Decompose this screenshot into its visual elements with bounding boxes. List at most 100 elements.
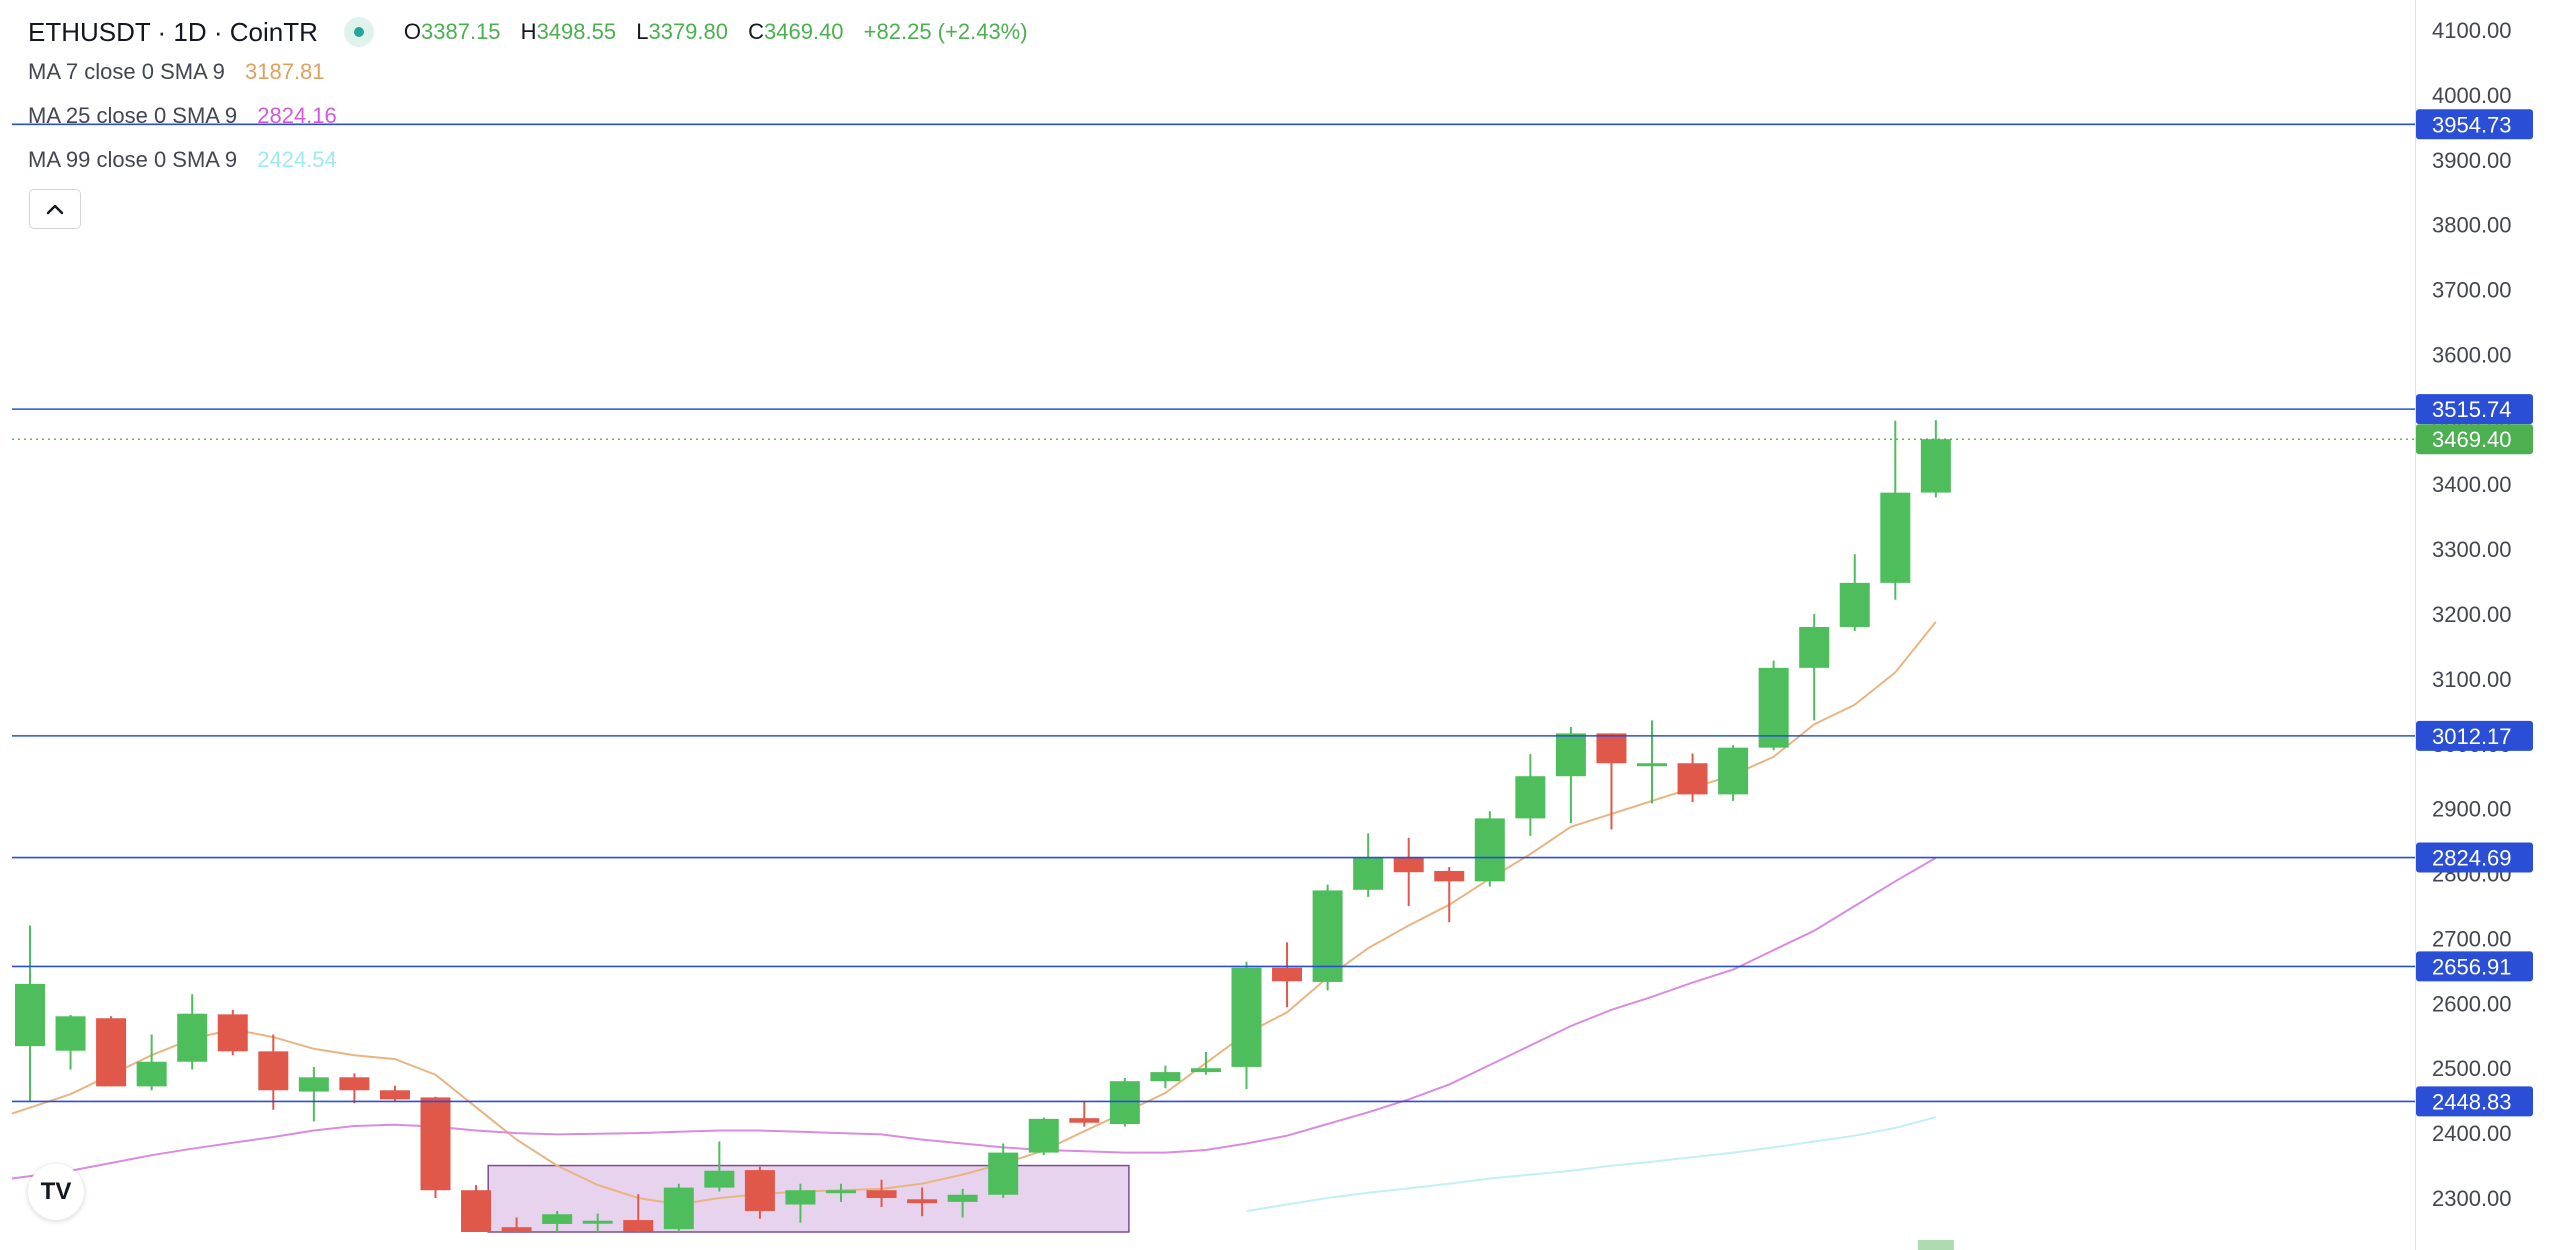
- close-value: 3469.40: [764, 19, 844, 44]
- candle: [1596, 733, 1627, 830]
- candle-body: [1312, 890, 1343, 982]
- last-price-badge: 3469.40: [2416, 424, 2533, 455]
- candle-body: [55, 1016, 86, 1051]
- candle: [1312, 884, 1343, 991]
- close-label: C: [748, 19, 765, 44]
- candle: [1272, 942, 1303, 1008]
- ma25-line: [11, 857, 1937, 1180]
- high-value: 3498.55: [536, 19, 617, 44]
- y-tick-label: 3200.00: [2432, 602, 2512, 627]
- y-tick-label: 2500.00: [2432, 1056, 2512, 1081]
- ma7-label: MA 7 close 0 SMA 9: [28, 59, 225, 84]
- symbol-title[interactable]: ETHUSDT · 1D · CoinTR: [28, 17, 318, 47]
- candle-body: [1150, 1072, 1181, 1082]
- candle: [785, 1183, 816, 1223]
- candle-body: [866, 1190, 897, 1198]
- ma99-label: MA 99 close 0 SMA 9: [28, 147, 238, 172]
- legend-title-row: ETHUSDT · 1D · CoinTR O3387.15 H3498.55 …: [28, 14, 1042, 50]
- candle: [1231, 961, 1262, 1089]
- candle: [1150, 1065, 1181, 1089]
- candle-body: [258, 1051, 289, 1091]
- horizontal-lines-group: [12, 123, 2415, 1103]
- candle-body: [1555, 733, 1586, 777]
- y-tick-label: 2900.00: [2432, 797, 2512, 822]
- hline-price-badge-label: 2656.91: [2432, 954, 2512, 979]
- candle: [1799, 614, 1830, 721]
- hline-price-badge-bg: [2416, 720, 2533, 751]
- candle: [1758, 660, 1789, 751]
- candle-body: [542, 1214, 573, 1224]
- y-tick-label: 3900.00: [2432, 148, 2512, 173]
- y-tick-label: 2300.00: [2432, 1186, 2512, 1211]
- candle: [1677, 753, 1708, 803]
- candle: [96, 1016, 127, 1087]
- candle: [1434, 867, 1465, 923]
- candle-body: [988, 1152, 1019, 1195]
- candle-body: [785, 1190, 816, 1205]
- hline-price-badge: 3515.74: [2416, 394, 2533, 425]
- candle: [988, 1143, 1019, 1198]
- ma7-legend-row[interactable]: MA 7 close 0 SMA 9 3187.81: [28, 50, 1042, 94]
- ma7-line: [11, 621, 1937, 1206]
- chart-legend: ETHUSDT · 1D · CoinTR O3387.15 H3498.55 …: [28, 14, 1042, 182]
- candle-body: [1799, 626, 1830, 668]
- candle-body: [96, 1018, 127, 1087]
- candle: [1028, 1117, 1059, 1156]
- hline-price-badge-bg: [2416, 1086, 2533, 1117]
- last-price-badge-label: 3469.40: [2432, 427, 2512, 452]
- candle: [744, 1166, 775, 1219]
- candle: [298, 1066, 329, 1122]
- candle-body: [1718, 747, 1749, 795]
- ma7-value: 3187.81: [245, 59, 325, 84]
- candle: [15, 925, 45, 1102]
- candle-body: [1637, 763, 1667, 767]
- candle: [826, 1183, 856, 1202]
- candle-body: [947, 1194, 978, 1202]
- change-value: +82.25 (+2.43%): [863, 19, 1028, 44]
- candle: [582, 1213, 613, 1232]
- candle: [704, 1141, 735, 1192]
- hline-price-badge: 2824.69: [2416, 842, 2533, 873]
- candle-body: [1393, 857, 1424, 873]
- candle: [1069, 1100, 1100, 1127]
- candle-body: [1758, 667, 1789, 748]
- candle-body: [1434, 870, 1465, 882]
- tradingview-logo[interactable]: TV: [28, 1164, 84, 1220]
- hline-price-badge-label: 2824.69: [2432, 846, 2512, 871]
- candle: [1839, 554, 1870, 631]
- ma99-legend-row[interactable]: MA 99 close 0 SMA 9 2424.54: [28, 138, 1042, 182]
- ma99-value: 2424.54: [257, 147, 337, 172]
- candle: [420, 1096, 451, 1198]
- collapse-legend-button[interactable]: [29, 189, 81, 229]
- candle-body: [1272, 967, 1303, 982]
- hline-price-badge: 2656.91: [2416, 951, 2533, 982]
- candle: [947, 1188, 978, 1218]
- candle-body: [663, 1187, 694, 1230]
- candle-body: [1839, 582, 1870, 627]
- ma25-legend-row[interactable]: MA 25 close 0 SMA 9 2824.16: [28, 94, 1042, 138]
- price-axis[interactable]: 2300.002400.002500.002600.002700.002800.…: [2432, 18, 2512, 1211]
- y-tick-label: 4000.00: [2432, 83, 2512, 108]
- hline-price-badge-label: 3515.74: [2432, 397, 2512, 422]
- candle-body: [704, 1170, 735, 1188]
- market-status-icon[interactable]: [343, 17, 374, 47]
- candle: [1920, 420, 1951, 498]
- candle-body: [1109, 1081, 1140, 1125]
- last-price-badge-bg: [2416, 424, 2533, 455]
- hline-price-badge: 2448.83: [2416, 1086, 2533, 1117]
- candle: [623, 1194, 654, 1232]
- candle-body: [15, 983, 45, 1047]
- ma99-line: [1246, 1116, 1937, 1212]
- high-label: H: [520, 19, 537, 44]
- candle: [217, 1009, 248, 1056]
- y-tick-label: 2600.00: [2432, 991, 2512, 1016]
- market-status-dot: [353, 27, 364, 37]
- y-tick-label: 3700.00: [2432, 278, 2512, 303]
- candle-body: [501, 1227, 532, 1232]
- hline-price-badge-bg: [2416, 394, 2533, 425]
- candle-body: [582, 1220, 613, 1224]
- y-tick-label: 2700.00: [2432, 926, 2512, 951]
- candle-body: [339, 1077, 370, 1091]
- candle-body: [1353, 857, 1384, 890]
